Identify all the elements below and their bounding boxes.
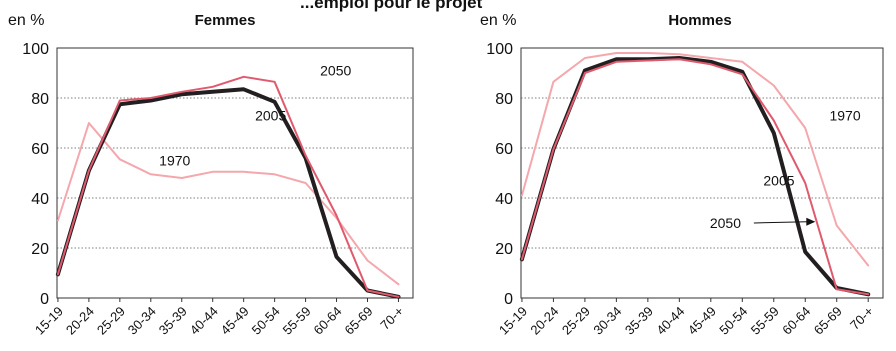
- annotation-2005-femmes: 2005: [255, 108, 286, 124]
- x-tick-label-femmes: 35-39: [156, 304, 190, 338]
- x-tick-label-femmes: 20-24: [63, 304, 97, 338]
- series-line-1970-femmes: [56, 122, 400, 286]
- annotation-2005-hommes: 2005: [763, 173, 794, 189]
- x-tick-label-hommes: 15-19: [496, 304, 530, 338]
- annotation-2050-femmes: 2050: [320, 63, 351, 79]
- x-tick-label-femmes: 25-29: [94, 304, 128, 338]
- x-tick-label-hommes: 55-59: [748, 304, 782, 338]
- x-tick-label-femmes: 65-69: [341, 304, 375, 338]
- panel-title-femmes: Femmes: [195, 12, 256, 29]
- x-tick-label-femmes: 50-54: [249, 304, 283, 338]
- x-tick-label-femmes: 30-34: [125, 304, 159, 338]
- x-tick-label-hommes: 50-54: [716, 304, 750, 338]
- x-tick-label-hommes: 25-29: [559, 304, 593, 338]
- x-tick-label-hommes: 70-+: [847, 304, 876, 333]
- y-unit-label-hommes: en %: [480, 12, 516, 29]
- y-tick-label-femmes: 20: [31, 241, 49, 258]
- plot-frame-femmes: [56, 47, 414, 299]
- y-tick-label-femmes: 80: [31, 91, 49, 108]
- x-tick-label-femmes: 60-64: [311, 304, 345, 338]
- panel-title-hommes: Hommes: [668, 12, 731, 29]
- annotation-2050-hommes: 2050: [710, 215, 741, 231]
- y-tick-label-femmes: 40: [31, 191, 49, 208]
- x-tick-label-hommes: 20-24: [527, 304, 561, 338]
- series-line-2005-femmes: [55, 87, 401, 299]
- annotation-1970-hommes: 1970: [829, 108, 860, 124]
- annotation-1970-femmes: 1970: [159, 153, 190, 169]
- y-unit-label-femmes: en %: [8, 12, 44, 29]
- series-line-2005-hommes: [519, 56, 871, 297]
- x-tick-label-femmes: 45-49: [218, 304, 252, 338]
- panel-femmes: en % Femmes 02040608010015-1920-2425-293…: [8, 12, 414, 338]
- x-tick-label-hommes: 60-64: [779, 304, 813, 338]
- y-tick-label-hommes: 40: [495, 191, 513, 208]
- panel-hommes: en % Hommes 02040608010015-1920-2425-293…: [480, 12, 884, 338]
- y-tick-label-hommes: 60: [495, 141, 513, 158]
- y-tick-label-femmes: 0: [40, 291, 49, 308]
- series-line-2050-femmes: [56, 75, 400, 298]
- series-line-1970-hommes: [520, 52, 870, 267]
- plot-frame-hommes: [520, 47, 884, 299]
- x-tick-label-hommes: 35-39: [622, 304, 656, 338]
- x-tick-label-hommes: 65-69: [811, 304, 845, 338]
- y-tick-label-hommes: 0: [504, 291, 513, 308]
- x-tick-label-hommes: 40-44: [653, 304, 687, 338]
- y-tick-label-femmes: 100: [22, 41, 49, 58]
- y-tick-label-hommes: 80: [495, 91, 513, 108]
- y-tick-label-hommes: 100: [486, 41, 513, 58]
- annotation-arrow-line-hommes: [753, 221, 808, 224]
- y-tick-label-hommes: 20: [495, 241, 513, 258]
- x-tick-label-femmes: 40-44: [187, 304, 221, 338]
- x-tick-label-femmes: 55-59: [280, 304, 314, 338]
- y-tick-label-femmes: 60: [31, 141, 49, 158]
- x-tick-label-femmes: 15-19: [32, 304, 66, 338]
- x-tick-label-hommes: 45-49: [685, 304, 719, 338]
- x-tick-label-hommes: 30-34: [590, 304, 624, 338]
- series-line-2050-hommes: [520, 58, 870, 296]
- x-tick-label-femmes: 70-+: [377, 304, 406, 333]
- annotation-arrow-head-hommes: [806, 217, 816, 226]
- global-title-fragment: ...emploi pour le projet: [300, 0, 483, 12]
